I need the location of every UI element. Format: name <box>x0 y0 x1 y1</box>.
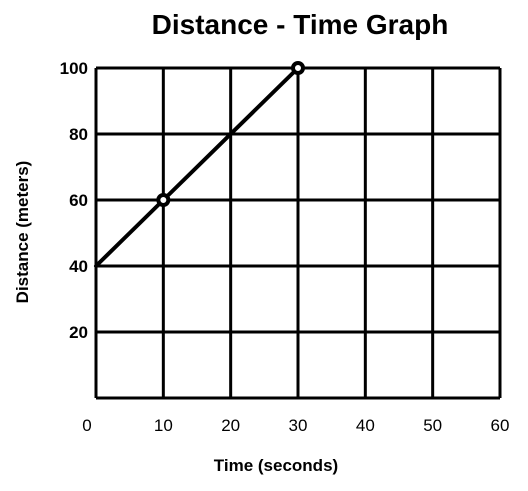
x-tick-label-60: 60 <box>491 416 510 435</box>
y-tick-label-20: 20 <box>69 323 88 342</box>
series-line-0 <box>94 66 300 268</box>
chart-title: Distance - Time Graph <box>152 9 449 40</box>
y-tick-label-100: 100 <box>60 59 88 78</box>
y-axis-label: Distance (meters) <box>13 161 32 304</box>
tick-labels: 0 10 20 30 40 50 60 20 40 60 80 100 <box>60 59 510 435</box>
y-tick-label-40: 40 <box>69 257 88 276</box>
x-tick-label-20: 20 <box>221 416 240 435</box>
y-tick-label-60: 60 <box>69 191 88 210</box>
x-tick-label-30: 30 <box>289 416 308 435</box>
data-point-30-100 <box>291 61 305 75</box>
x-tick-label-40: 40 <box>356 416 375 435</box>
x-tick-label-0: 0 <box>82 416 91 435</box>
data-point-10-60 <box>156 193 171 207</box>
grid-lines <box>94 66 502 400</box>
series-layer <box>94 61 305 268</box>
x-tick-label-50: 50 <box>423 416 442 435</box>
x-axis-label: Time (seconds) <box>214 456 338 475</box>
y-tick-label-80: 80 <box>69 125 88 144</box>
x-tick-label-10: 10 <box>154 416 173 435</box>
